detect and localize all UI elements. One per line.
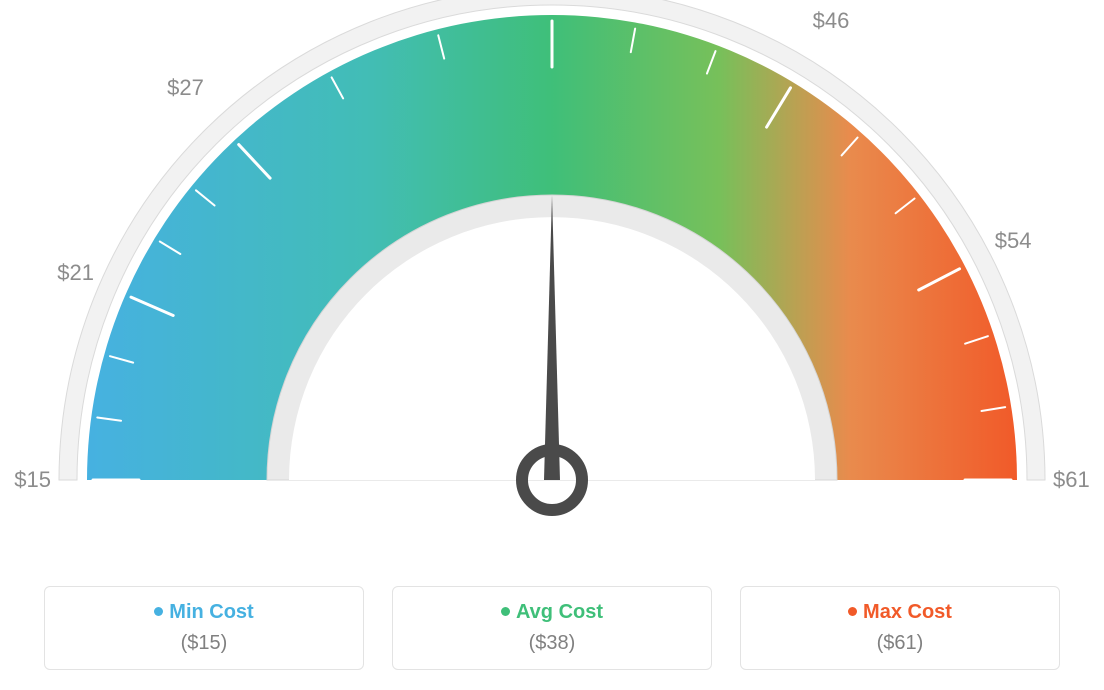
gauge-tick-label: $27 (167, 75, 204, 101)
min-cost-value: ($15) (181, 632, 228, 655)
max-cost-label-text: Max Cost (863, 601, 952, 623)
max-cost-label: Max Cost (848, 601, 952, 624)
avg-cost-label-text: Avg Cost (516, 601, 603, 623)
gauge-tick-label: $54 (995, 228, 1032, 254)
min-cost-label: Min Cost (154, 601, 253, 624)
gauge-tick-label: $21 (57, 260, 94, 286)
min-cost-label-text: Min Cost (169, 601, 253, 623)
avg-cost-label: Avg Cost (501, 601, 603, 624)
min-cost-card: Min Cost ($15) (44, 586, 364, 670)
bullet-icon (154, 607, 163, 616)
gauge-tick-label: $61 (1053, 467, 1090, 493)
bullet-icon (501, 607, 510, 616)
avg-cost-value: ($38) (529, 632, 576, 655)
max-cost-value: ($61) (877, 632, 924, 655)
gauge-tick-label: $15 (14, 467, 51, 493)
avg-cost-card: Avg Cost ($38) (392, 586, 712, 670)
cost-summary-cards: Min Cost ($15) Avg Cost ($38) Max Cost ($61) (44, 586, 1060, 670)
max-cost-card: Max Cost ($61) (740, 586, 1060, 670)
gauge-tick-label: $46 (813, 8, 850, 34)
bullet-icon (848, 607, 857, 616)
